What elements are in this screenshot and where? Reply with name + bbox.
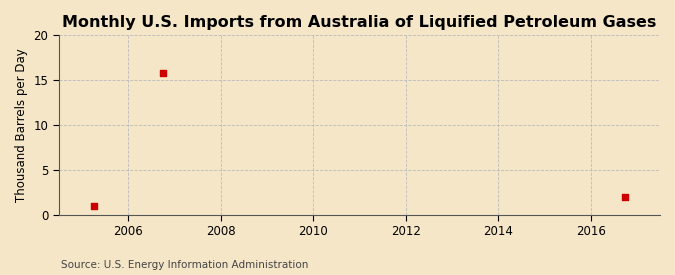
Title: Monthly U.S. Imports from Australia of Liquified Petroleum Gases: Monthly U.S. Imports from Australia of L… xyxy=(62,15,657,30)
Point xyxy=(620,194,630,199)
Y-axis label: Thousand Barrels per Day: Thousand Barrels per Day xyxy=(15,48,28,202)
Text: Source: U.S. Energy Information Administration: Source: U.S. Energy Information Administ… xyxy=(61,260,308,270)
Point xyxy=(88,204,99,208)
Point xyxy=(157,71,168,75)
